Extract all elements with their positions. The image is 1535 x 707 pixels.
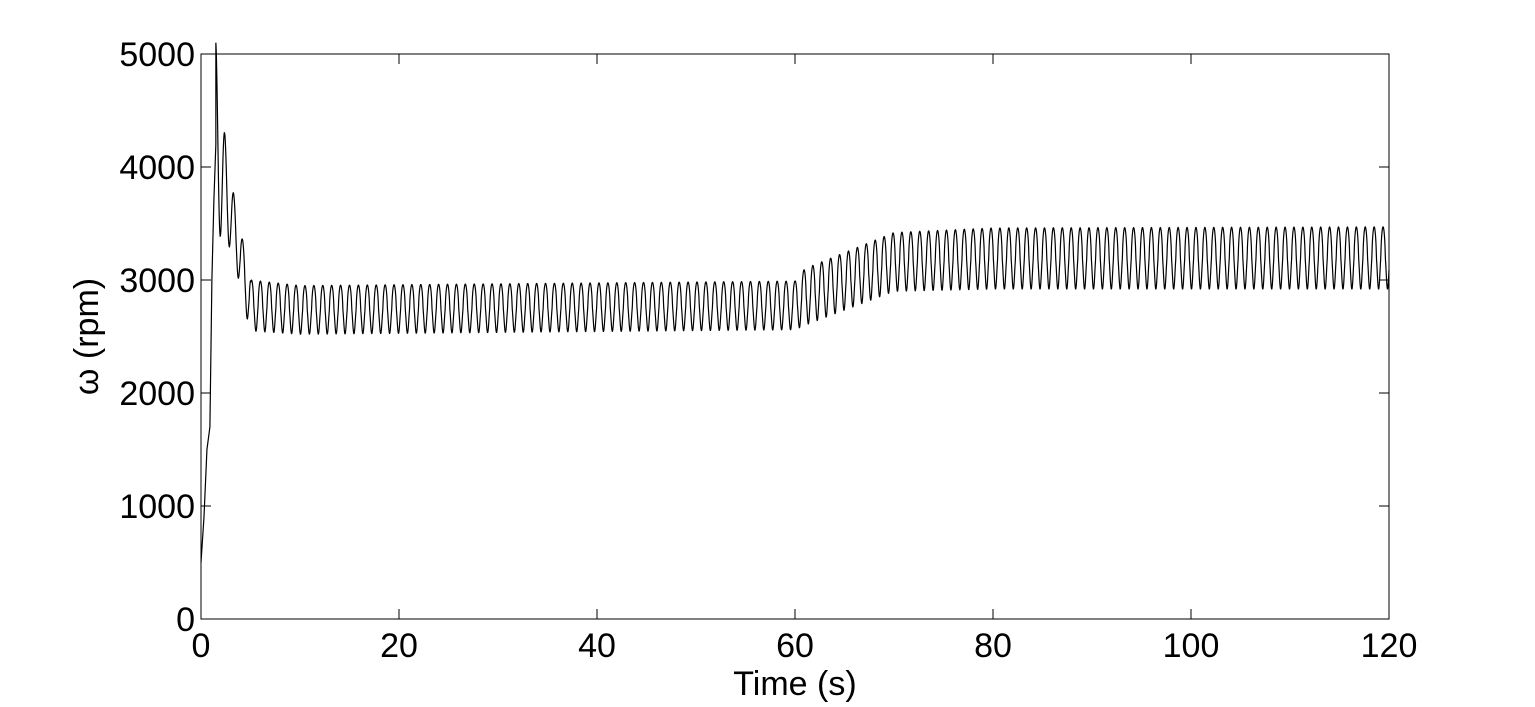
y-tick-label: 5000 [119,36,195,74]
y-tick-label: 1000 [119,488,195,526]
x-tick-label: 60 [776,627,814,665]
x-tick-label: 20 [380,627,418,665]
y-tick-label: 4000 [119,149,195,187]
y-axis-label: ω (rpm) [68,278,106,395]
y-tick-label: 3000 [119,262,195,300]
y-tick-label: 0 [176,601,195,639]
plot-frame [200,53,1390,620]
x-tick-label: 100 [1163,627,1220,665]
ticks: 0 20 40 60 80 100 120 0 1000 2000 3000 4000 5000 [119,36,1417,665]
x-axis-label: Time (s) [733,665,856,703]
x-tick-label: 0 [192,627,211,665]
x-tick-label: 40 [578,627,616,665]
y-tick-label: 2000 [119,375,195,413]
series-line [200,42,1390,563]
x-tick-label: 120 [1361,627,1418,665]
x-tick-label: 80 [974,627,1012,665]
